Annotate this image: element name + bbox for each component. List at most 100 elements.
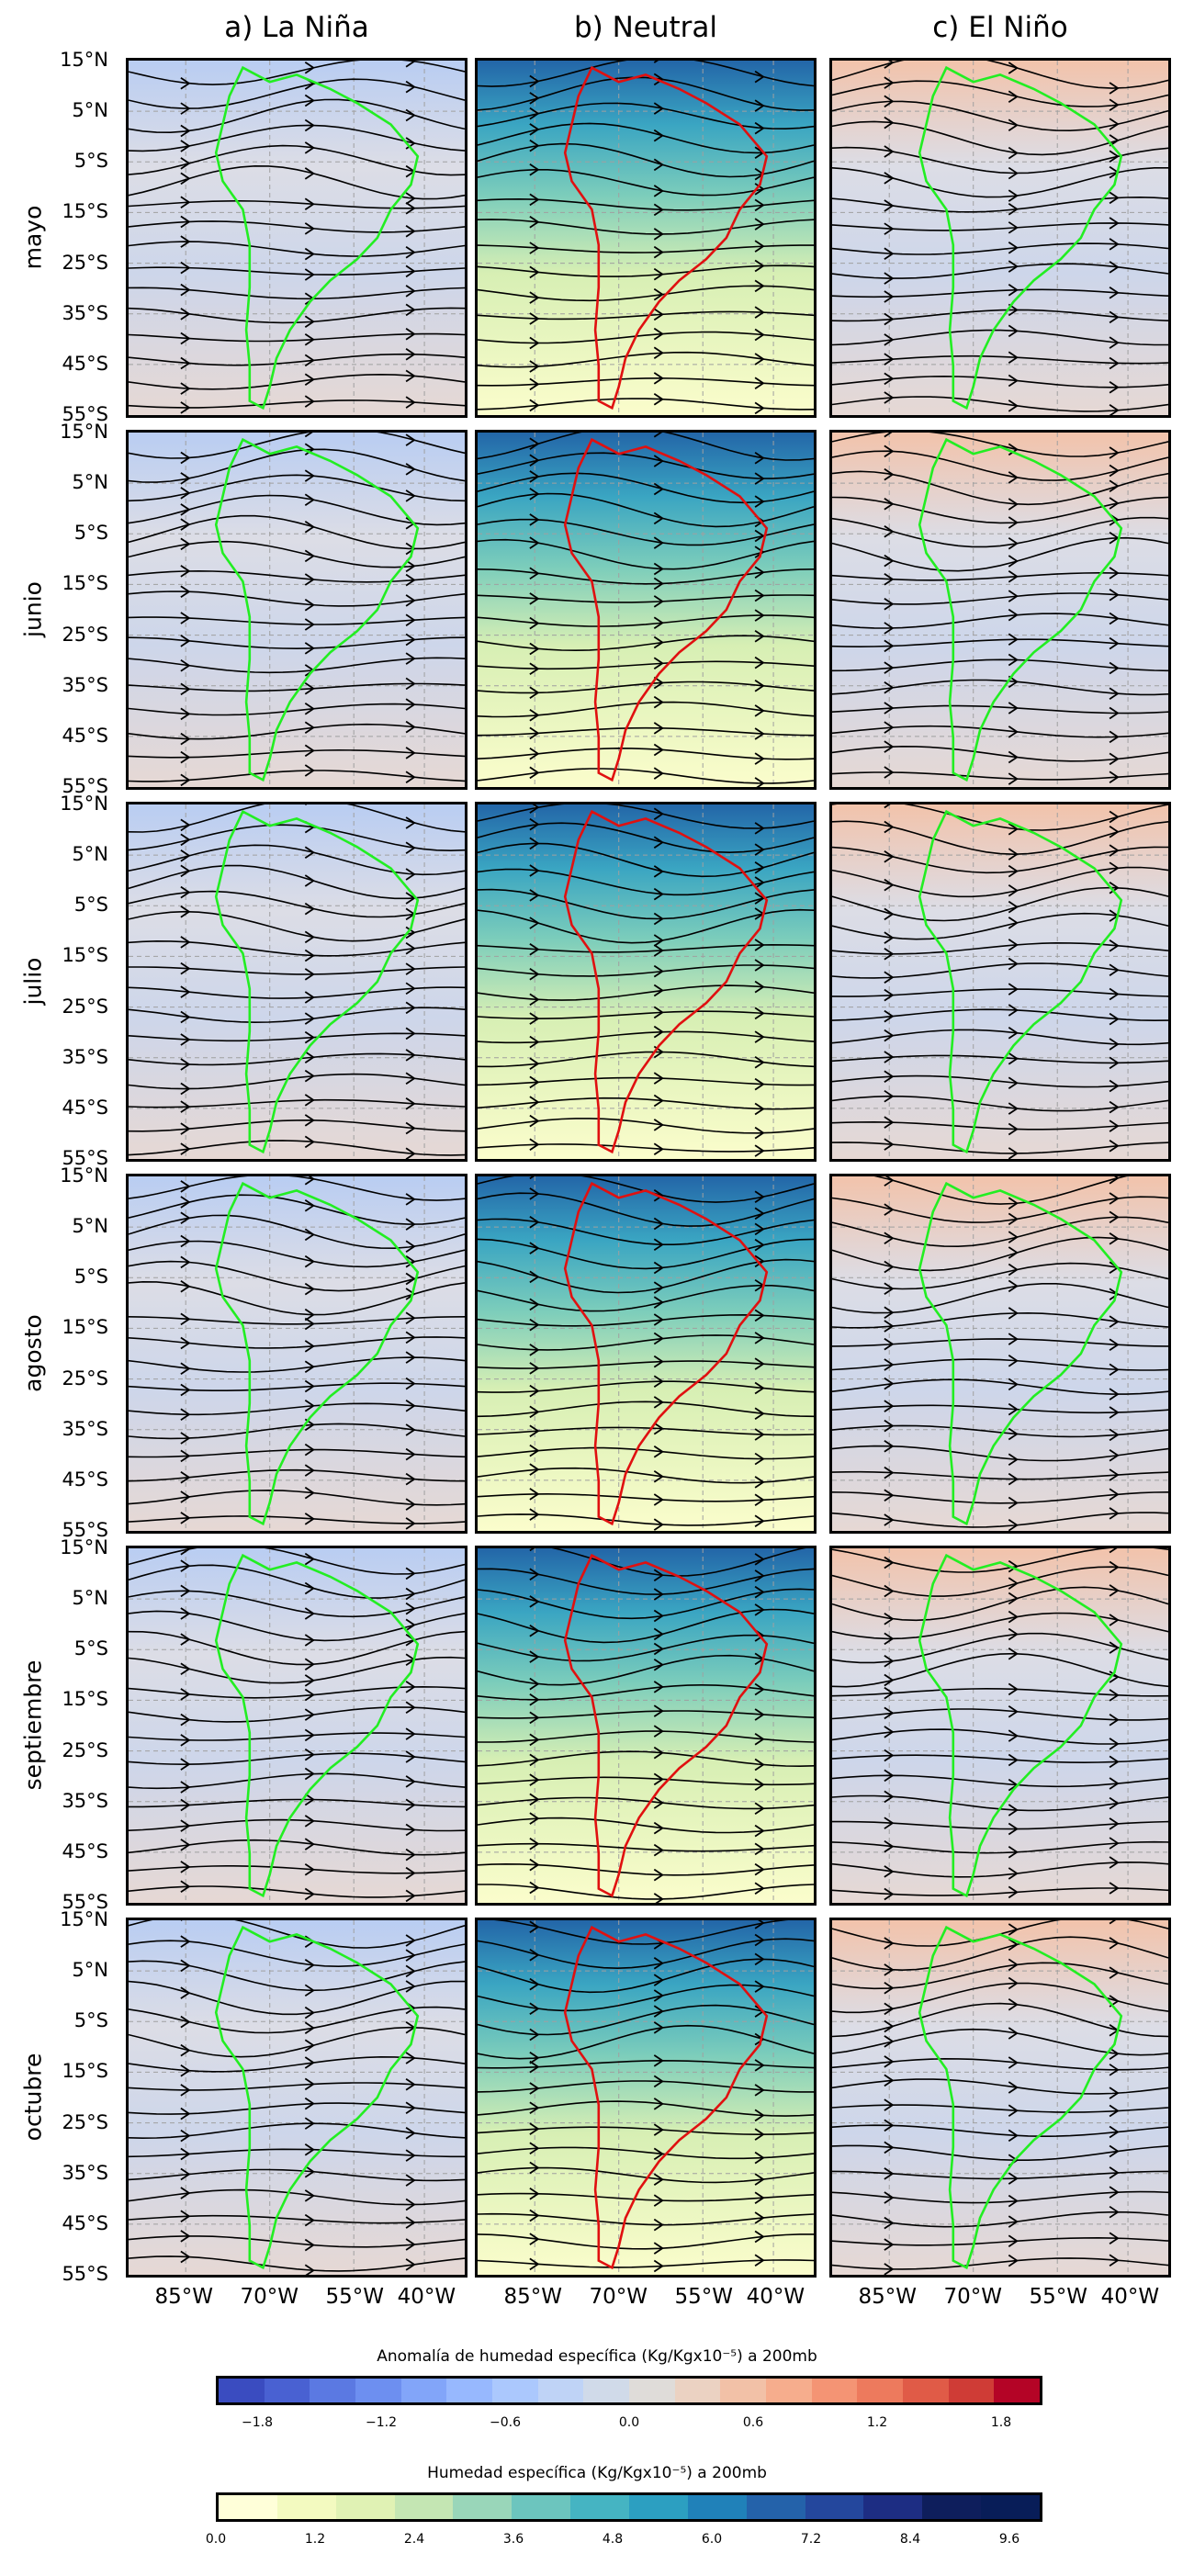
streamline-arrow xyxy=(180,537,191,551)
streamline-arrow xyxy=(754,1102,765,1116)
streamline xyxy=(478,1192,814,1227)
streamline xyxy=(832,2257,1168,2270)
streamline-arrow xyxy=(529,2142,540,2154)
streamline-arrow xyxy=(1008,983,1019,996)
streamline xyxy=(832,1196,1168,1223)
streamline-arrow xyxy=(304,1199,315,1212)
map-panel xyxy=(829,1174,1171,1534)
coastline xyxy=(918,437,1123,782)
streamline-arrow xyxy=(304,1464,315,1477)
anomaly-colorbar-segment xyxy=(583,2379,630,2402)
streamline-arrow xyxy=(304,443,315,456)
streamline-arrow xyxy=(653,577,664,591)
streamline-arrow xyxy=(754,1144,765,1157)
streamline-arrow xyxy=(1109,404,1120,415)
streamline-arrow xyxy=(653,2075,664,2088)
streamline-arrow xyxy=(754,1933,765,1947)
streamline xyxy=(478,635,814,652)
humidity-field xyxy=(478,1920,814,2275)
streamline-arrow xyxy=(884,1612,895,1625)
streamline xyxy=(478,1467,814,1484)
streamline xyxy=(478,1710,814,1719)
streamline-arrow xyxy=(884,1029,895,1042)
streamline-arrow xyxy=(529,1595,540,1608)
latitude-tick-label: 55°S xyxy=(62,2263,108,2285)
streamline-arrow xyxy=(1109,1548,1118,1554)
streamline-arrow xyxy=(754,843,765,856)
streamline xyxy=(478,1238,814,1270)
streamline-arrow xyxy=(405,1255,416,1268)
streamline-arrow xyxy=(653,2005,664,2018)
row-label: agosto xyxy=(19,1314,47,1392)
streamline-arrow xyxy=(180,1082,191,1096)
streamline xyxy=(129,657,465,674)
streamline xyxy=(832,1687,1168,1697)
streamline-arrow xyxy=(1109,1363,1120,1377)
streamline xyxy=(478,1938,814,1970)
specific-colorbar-segment xyxy=(805,2495,864,2519)
streamline xyxy=(129,494,465,526)
streamline-arrow xyxy=(529,1837,540,1850)
streamline-arrow xyxy=(180,1122,191,1135)
anomaly-colorbar-segment xyxy=(766,2379,812,2402)
streamline-arrow xyxy=(180,1010,191,1024)
streamline xyxy=(478,1426,814,1436)
streamline-arrow xyxy=(529,567,540,580)
streamline-arrow xyxy=(304,1887,315,1901)
specific-colorbar-segment xyxy=(453,2495,513,2519)
streamline-arrow xyxy=(180,215,191,229)
streamline-arrow xyxy=(180,658,191,672)
anomaly-colorbar-tick: −0.6 xyxy=(490,2415,521,2430)
streamline-arrow xyxy=(653,1355,664,1368)
streamline-arrow xyxy=(1008,1102,1019,1115)
streamline-arrow xyxy=(405,1272,416,1286)
streamline xyxy=(832,962,1168,979)
streamline xyxy=(129,1194,465,1225)
streamline-arrow xyxy=(1008,1938,1019,1952)
streamline-arrow xyxy=(653,695,664,709)
row-label: mayo xyxy=(19,205,47,270)
specific-colorbar-tick: 6.0 xyxy=(701,2532,723,2547)
streamline-arrow xyxy=(304,930,315,944)
streamline-arrow xyxy=(884,2167,895,2180)
streamline-arrow xyxy=(653,102,664,115)
streamline-arrow xyxy=(1008,633,1019,647)
streamline xyxy=(832,1008,1168,1022)
streamline xyxy=(478,169,814,197)
map-panel xyxy=(475,58,817,418)
streamline-arrow xyxy=(529,163,540,176)
streamline-arrow xyxy=(180,2187,191,2199)
streamline xyxy=(832,1512,1168,1528)
streamline-arrow xyxy=(754,1357,765,1370)
streamline-arrow xyxy=(1008,241,1019,254)
streamline-arrow xyxy=(884,444,895,458)
streamline-arrow xyxy=(304,493,315,506)
streamline-arrow xyxy=(754,472,765,485)
streamline-arrow xyxy=(1109,1560,1120,1574)
streamline-arrow xyxy=(653,308,664,321)
longitude-tick-label: 70°W xyxy=(240,2285,298,2309)
streamline xyxy=(129,1052,465,1066)
streamline-arrow xyxy=(405,1027,416,1041)
streamline-arrow xyxy=(405,369,416,383)
streamline xyxy=(478,331,814,344)
streamline-arrow xyxy=(180,1559,191,1572)
streamline xyxy=(478,2059,814,2069)
streamline-arrow xyxy=(1109,446,1120,459)
streamline-arrow xyxy=(1008,1518,1019,1531)
streamline-arrow xyxy=(653,482,664,496)
streamline-arrow xyxy=(754,959,765,972)
streamline xyxy=(832,1378,1168,1395)
streamline-arrow xyxy=(1008,516,1019,529)
longitude-tick-label: 70°W xyxy=(589,2285,648,2309)
streamline xyxy=(832,1262,1168,1290)
streamline-arrow xyxy=(1109,588,1120,602)
streamline-arrow xyxy=(405,1351,416,1364)
streamline xyxy=(129,332,465,343)
latitude-tick-label: 15°N xyxy=(60,1164,108,1187)
streamline xyxy=(129,2122,465,2140)
streamline-arrow xyxy=(1008,2254,1019,2267)
streamline xyxy=(832,1548,1168,1573)
latitude-tick-label: 5°N xyxy=(72,843,108,866)
streamline-arrow xyxy=(180,401,191,414)
